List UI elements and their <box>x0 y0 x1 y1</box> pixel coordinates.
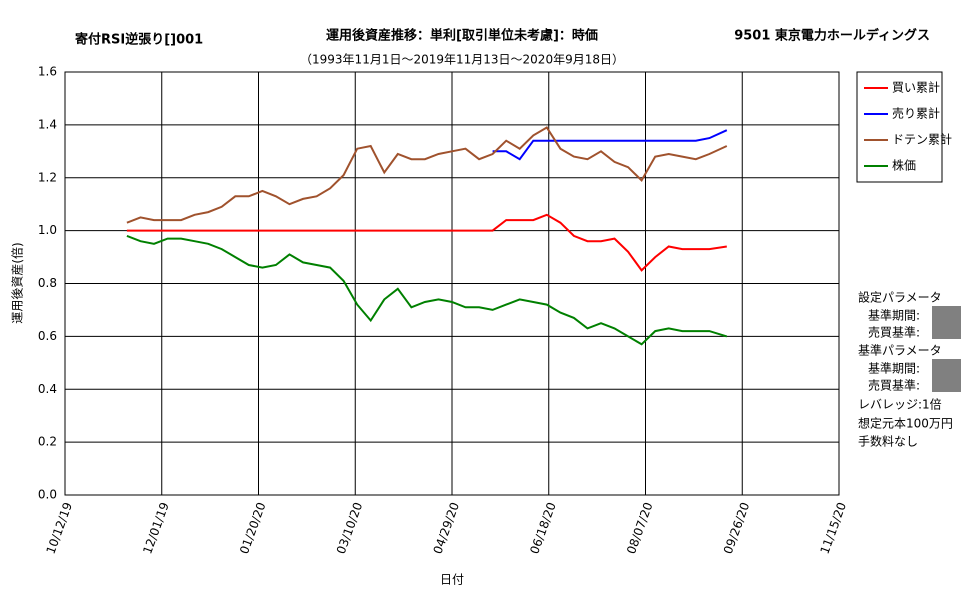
y-tick-label: 0.2 <box>38 435 57 449</box>
legend-label: 買い累計 <box>892 80 940 95</box>
y-tick-label: 1.0 <box>38 223 57 237</box>
x-tick-label: 12/01/19 <box>140 500 172 555</box>
parameter-text: レバレッジ:1倍 <box>858 397 942 412</box>
parameter-text: 想定元本100万円 <box>858 416 953 431</box>
series-line <box>126 234 728 346</box>
y-tick-label: 1.4 <box>38 117 57 131</box>
chart-subtitle: （1993年11月1日～2019年11月13日～2020年9月18日） <box>300 53 624 67</box>
x-tick-label: 01/20/20 <box>237 500 269 555</box>
x-tick-label: 03/10/20 <box>334 500 366 555</box>
strategy-name: 寄付RSI逆張り[]001 <box>75 32 203 48</box>
y-tick-label: 1.2 <box>38 170 57 184</box>
y-tick-label: 1.6 <box>38 65 57 79</box>
y-tick-label: 0.6 <box>38 329 57 343</box>
stock-name: 9501 東京電力ホールディングス <box>734 28 930 44</box>
y-tick-label: 0.8 <box>38 276 57 290</box>
parameter-text: 売買基準: <box>868 325 920 340</box>
legend-box <box>856 71 943 183</box>
x-axis-label: 日付 <box>440 573 464 587</box>
x-tick-label: 10/12/19 <box>44 500 76 555</box>
series-line <box>492 129 728 161</box>
parameter-text: 基準期間: <box>868 308 920 323</box>
y-tick-label: 0.0 <box>38 488 57 502</box>
legend-label: ドテン累計 <box>892 132 952 147</box>
x-tick-label: 11/15/20 <box>818 500 850 555</box>
mask <box>932 359 961 392</box>
x-tick-label: 04/29/20 <box>431 500 463 555</box>
y-axis-label: 運用後資産(倍) <box>10 242 25 323</box>
legend-label: 売り累計 <box>892 106 940 121</box>
chart-title: 運用後資産推移：単利[取引単位未考慮]：時価 <box>326 28 598 44</box>
x-tick-label: 06/18/20 <box>527 500 559 555</box>
mask <box>932 306 961 339</box>
parameter-text: 基準パラメータ <box>858 343 942 358</box>
series-line <box>126 213 727 272</box>
x-tick-label: 09/26/20 <box>721 500 753 555</box>
parameter-text: 売買基準: <box>868 378 920 393</box>
y-tick-label: 0.4 <box>38 382 57 396</box>
plot-border <box>64 71 840 496</box>
parameter-text: 手数料なし <box>858 434 918 449</box>
parameter-text: 基準期間: <box>868 361 920 376</box>
legend-label: 株価 <box>892 158 916 173</box>
parameter-text: 設定パラメータ <box>858 290 942 305</box>
x-tick-label: 08/07/20 <box>624 500 656 555</box>
series-line <box>126 126 728 224</box>
